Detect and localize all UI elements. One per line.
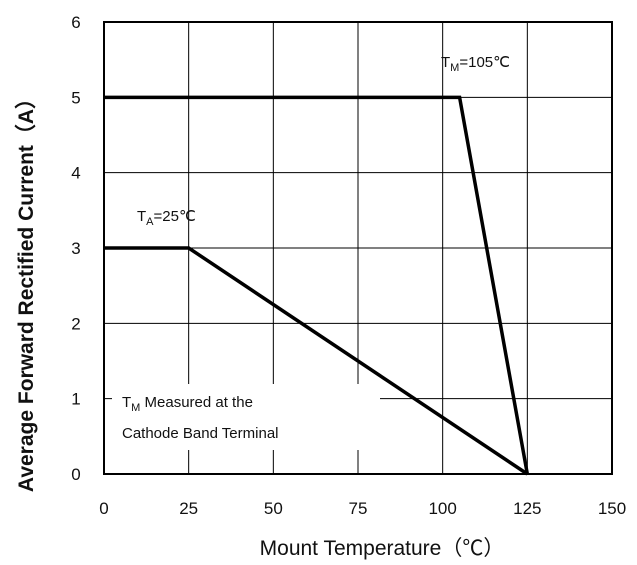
x-tick-label: 0 <box>99 499 108 518</box>
series-line-1 <box>104 95 530 475</box>
y-tick-label: 3 <box>71 239 80 258</box>
y-tick-label: 5 <box>71 88 80 107</box>
note-background <box>112 384 380 450</box>
y-tick-label: 6 <box>71 13 80 32</box>
x-tick-label: 25 <box>179 499 198 518</box>
x-tick-label: 50 <box>264 499 283 518</box>
annotation-tm-105: TM=105℃ <box>441 54 510 74</box>
annotation-ta-25: TA=25℃ <box>137 208 196 228</box>
x-tick-label: 100 <box>428 499 456 518</box>
x-tick-labels: 0 25 50 75 100 125 150 <box>99 499 626 518</box>
x-tick-label: 125 <box>513 499 541 518</box>
y-tick-labels: 0 1 2 3 4 5 6 <box>71 13 80 484</box>
note-line-2: Cathode Band Terminal <box>122 425 279 442</box>
x-axis-title: Mount Temperature（℃） <box>260 537 505 560</box>
y-tick-label: 2 <box>71 314 80 333</box>
note-line-1: TM Measured at the <box>122 394 253 414</box>
x-tick-label: 75 <box>349 499 368 518</box>
y-tick-label: 4 <box>71 164 80 183</box>
series-line-2 <box>104 246 529 476</box>
series-lines <box>104 95 530 476</box>
y-tick-label: 1 <box>71 390 80 409</box>
x-tick-label: 150 <box>598 499 626 518</box>
y-tick-label: 0 <box>71 465 80 484</box>
y-axis-title: Average Forward Rectified Current（A） <box>14 88 38 492</box>
